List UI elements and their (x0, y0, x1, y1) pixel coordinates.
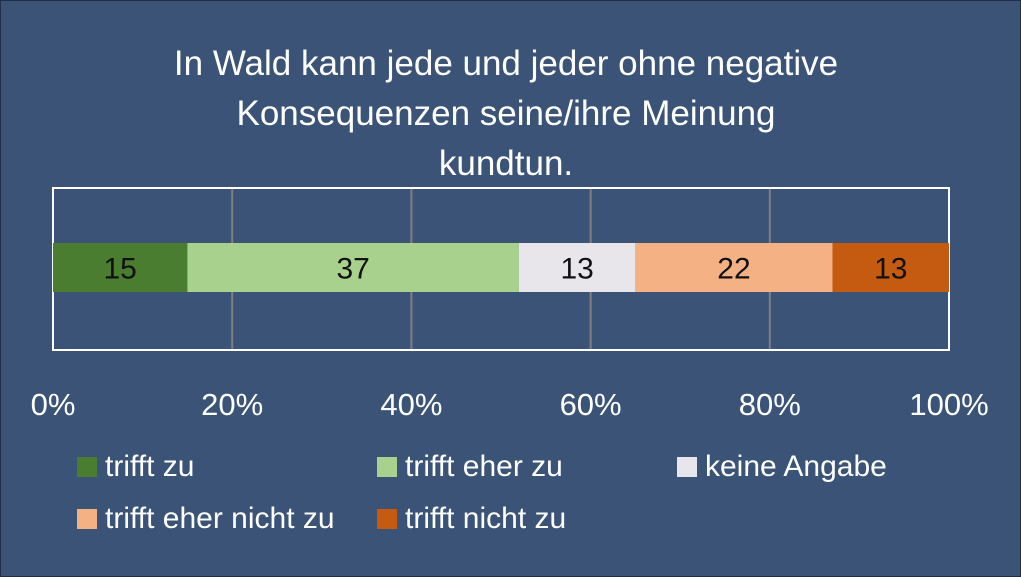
data-label: 37 (336, 253, 369, 286)
legend-label: trifft eher zu (405, 450, 563, 483)
chart-title-line-2: Konsequenzen seine/ihre Meinung (236, 94, 776, 133)
legend-item: keine Angabe (677, 447, 887, 487)
data-label: 22 (717, 253, 750, 286)
bar-segment-5 (832, 243, 949, 292)
data-label: 15 (104, 253, 137, 286)
data-label: 13 (560, 253, 593, 286)
legend-item: trifft nicht zu (377, 499, 566, 539)
legend-label: keine Angabe (705, 450, 887, 483)
chart-title: In Wald kann jede und jeder ohne negativ… (101, 39, 911, 189)
x-tick-label: 0% (31, 387, 76, 422)
bar-segment-4 (635, 243, 833, 292)
legend-item: trifft eher zu (377, 447, 563, 487)
x-tick-label: 20% (201, 387, 263, 422)
legend-swatch (77, 509, 97, 529)
x-tick-label: 80% (739, 387, 801, 422)
legend-label: trifft eher nicht zu (105, 502, 335, 535)
x-tick-label: 40% (380, 387, 442, 422)
chart-title-line-1: In Wald kann jede und jeder ohne negativ… (173, 44, 839, 83)
legend-swatch (377, 509, 397, 529)
x-tick-label: 100% (909, 387, 988, 422)
legend-item: trifft zu (77, 447, 194, 487)
bar-segment-2 (187, 243, 519, 292)
data-label: 13 (874, 253, 907, 286)
chart-title-line-3: kundtun. (438, 144, 574, 183)
bar-segment-3 (518, 243, 636, 292)
legend-swatch (377, 457, 397, 477)
legend: trifft zu trifft eher zu keine Angabe triff… (77, 447, 977, 567)
legend-swatch (77, 457, 97, 477)
legend-item: trifft eher nicht zu (77, 499, 335, 539)
legend-label: trifft zu (105, 450, 195, 483)
bar-segment-1 (53, 243, 188, 292)
x-tick-label: 60% (560, 387, 622, 422)
legend-label: trifft nicht zu (405, 502, 567, 535)
legend-swatch (677, 457, 697, 477)
